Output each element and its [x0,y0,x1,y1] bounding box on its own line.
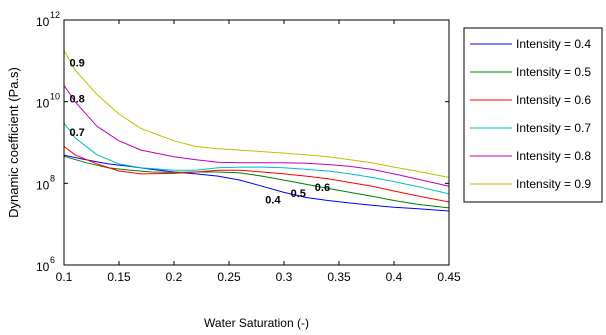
legend-label: Intensity = 0.8 [516,149,591,163]
series-line-4 [63,122,450,195]
x-tick-label: 0.35 [327,270,351,284]
series-line-3 [63,146,450,203]
x-axis-title: Water Saturation (-) [204,316,309,330]
x-tick-label: 0.25 [217,270,241,284]
x-tick-label: 0.1 [56,270,73,284]
series-lines [63,50,450,212]
x-axis-ticks: 0.1 0.15 0.2 0.25 0.3 0.35 0.4 0.45 [56,20,461,284]
y-tick-label-exponent: 10 [50,92,60,102]
series-line-5 [63,85,450,187]
plot-frame [63,19,450,266]
y-tick-label-exponent: 8 [50,173,55,183]
curve-label: 0.4 [265,195,281,207]
legend-label: Intensity = 0.9 [516,177,591,191]
y-tick-label-base: 10 [36,178,50,192]
x-tick-label: 0.15 [107,270,131,284]
series-line-2 [63,155,450,209]
series-line-6 [63,50,450,178]
x-tick-label: 0.45 [437,270,461,284]
y-tick-label-exponent: 6 [50,255,55,265]
curve-label: 0.6 [315,182,330,194]
y-tick-label-base: 10 [36,97,50,111]
y-tick-label-base: 10 [36,260,50,274]
legend-label: Intensity = 0.5 [516,65,591,79]
x-tick-label: 0.3 [276,270,293,284]
x-tick-label: 0.4 [386,270,403,284]
legend-label: Intensity = 0.6 [516,93,591,107]
legend-box [463,27,603,203]
y-axis-title: Dynamic coefficient (Pa.s) [6,67,21,218]
series-line-1 [63,154,450,212]
curve-label: 0.7 [70,127,85,139]
y-tick-label-exponent: 12 [50,10,60,20]
y-tick-label-base: 10 [36,15,50,29]
curve-label: 0.5 [291,188,306,200]
legend-label: Intensity = 0.7 [516,121,591,135]
x-tick-label: 0.2 [166,270,183,284]
legend: Intensity = 0.4 Intensity = 0.5 Intensity … [463,27,603,203]
legend-label: Intensity = 0.4 [516,37,591,51]
curve-label: 0.9 [70,58,85,70]
curve-annotations: 0.9 0.8 0.7 0.4 0.5 0.6 [70,58,331,207]
curve-label: 0.8 [70,93,85,105]
